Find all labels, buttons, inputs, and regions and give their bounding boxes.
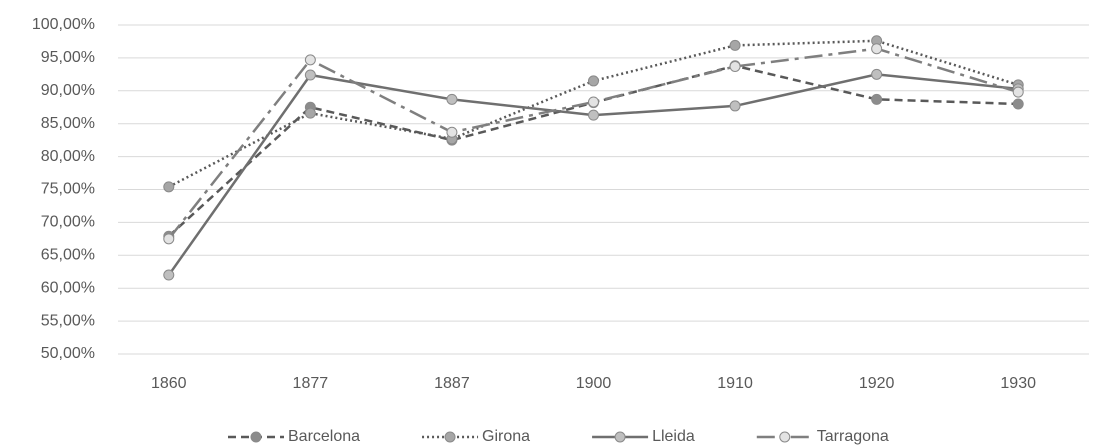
x-tick-label: 1930: [1000, 375, 1036, 392]
data-point: [304, 107, 316, 119]
data-point: [871, 68, 883, 80]
x-tick-label: 1887: [434, 375, 470, 392]
y-tick-label: 55,00%: [41, 312, 95, 329]
data-point: [163, 233, 175, 245]
data-point: [871, 93, 883, 105]
y-tick-label: 65,00%: [41, 247, 95, 264]
legend-label: Barcelona: [288, 428, 360, 445]
data-point: [729, 60, 741, 72]
y-tick-label: 95,00%: [41, 49, 95, 66]
legend-marker: [250, 431, 262, 443]
data-point: [1012, 86, 1024, 98]
x-tick-label: 1860: [151, 375, 187, 392]
x-tick-label: 1877: [293, 375, 329, 392]
y-tick-label: 80,00%: [41, 148, 95, 165]
data-point: [446, 93, 458, 105]
legend-label: Girona: [482, 428, 530, 445]
x-tick-label: 1900: [576, 375, 612, 392]
x-tick-label: 1920: [859, 375, 895, 392]
y-tick-label: 90,00%: [41, 82, 95, 99]
legend-label: Lleida: [652, 428, 695, 445]
y-tick-label: 85,00%: [41, 115, 95, 132]
data-point: [871, 43, 883, 55]
legend-marker: [779, 431, 791, 443]
x-tick-label: 1910: [717, 375, 753, 392]
legend-marker: [614, 431, 626, 443]
data-point: [588, 109, 599, 121]
series-line: [167, 64, 1019, 238]
data-point: [304, 69, 316, 81]
data-point: [729, 100, 741, 112]
data-point: [1012, 98, 1024, 110]
data-point: [446, 126, 458, 138]
data-point: [304, 54, 316, 66]
data-point: [588, 96, 599, 108]
y-tick-label: 70,00%: [41, 214, 95, 231]
data-point: [163, 181, 175, 193]
data-point: [163, 269, 175, 281]
data-point: [588, 75, 599, 87]
legend-label: Tarragona: [817, 428, 889, 445]
y-tick-label: 75,00%: [41, 181, 95, 198]
y-tick-label: 60,00%: [41, 279, 95, 296]
y-tick-label: 50,00%: [41, 345, 95, 362]
data-point: [729, 39, 741, 51]
legend-marker: [444, 431, 456, 443]
y-tick-label: 100,00%: [32, 16, 95, 33]
